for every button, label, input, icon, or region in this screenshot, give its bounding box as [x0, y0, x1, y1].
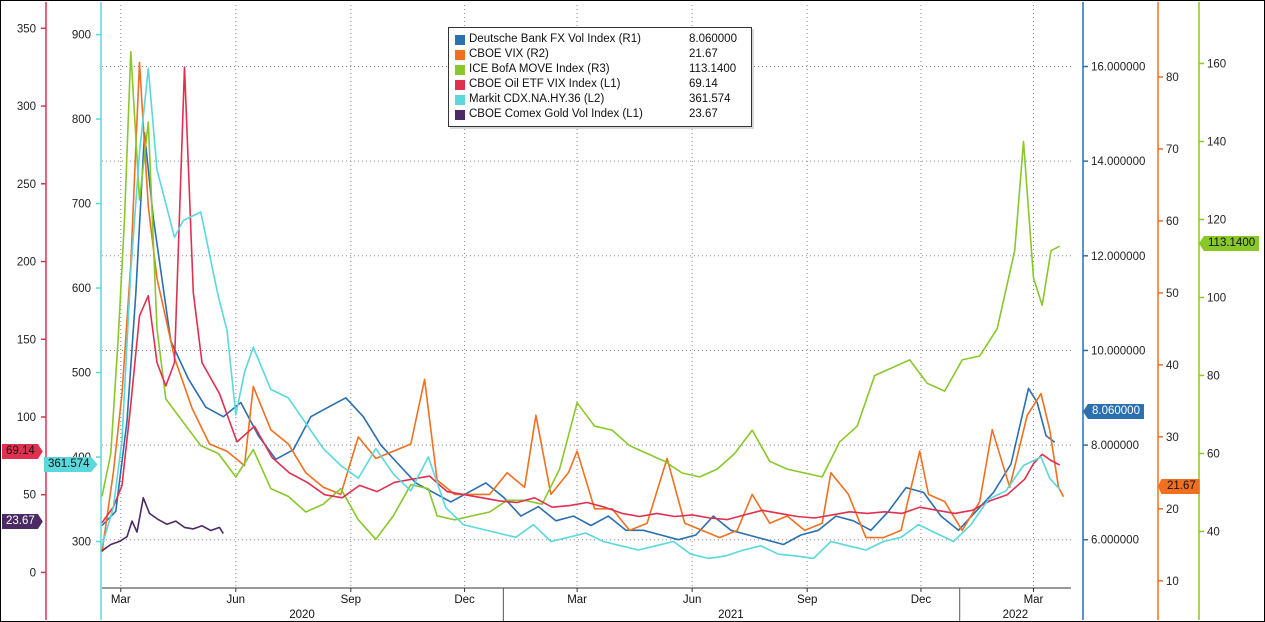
legend-series-value: 8.060000 [689, 33, 737, 45]
axes: Mar Jun Sep Dec Mar Jun Sep Dec Mar 2020 2021 2022 0… [17, 2, 1226, 621]
y-tick-label-r3: 100 [1207, 292, 1226, 304]
y-tick-label-r2: 40 [1166, 360, 1179, 372]
y-tick-label-r1: 14.000000 [1091, 156, 1145, 168]
series-line-move [101, 51, 1061, 541]
chart-legend: Deutsche Bank FX Vol Index (R1) 8.060000… [448, 27, 752, 127]
series-lines [101, 51, 1065, 560]
x-tick-label: Dec [911, 594, 932, 606]
y-tick-label-r2: 50 [1166, 288, 1179, 300]
x-tick-label: Sep [341, 594, 361, 606]
x-tick-label: Sep [797, 594, 817, 606]
legend-series-value: 23.67 [689, 108, 718, 120]
legend-series-value: 113.1400 [689, 63, 737, 75]
y-tick-label-l2: 500 [72, 368, 91, 380]
legend-swatch [455, 34, 465, 45]
x-tick-label: Mar [567, 594, 587, 606]
last-value-badge-gold-vol: 23.67 [2, 514, 43, 529]
y-tick-label-r2: 60 [1166, 216, 1179, 228]
legend-series-name: CBOE Oil ETF VIX Index (L1) [469, 78, 621, 90]
x-tick-label: Dec [454, 594, 475, 606]
y-tick-label-l2: 600 [72, 283, 91, 295]
legend-swatch [455, 109, 465, 120]
year-label: 2022 [1003, 609, 1029, 621]
y-tick-label-l1: 50 [23, 490, 36, 502]
last-value-badge-oil-vix: 69.14 [2, 444, 43, 459]
legend-entry: ICE BofA MOVE Index (R3) 113.1400 [455, 62, 745, 77]
y-tick-label-l2: 900 [72, 30, 91, 42]
y-tick-label-r1: 6.000000 [1091, 535, 1139, 547]
legend-entry: Markit CDX.NA.HY.36 (L2) 361.574 [455, 92, 745, 107]
y-tick-label-r2: 20 [1166, 504, 1179, 516]
year-label: 2020 [289, 609, 315, 621]
y-tick-label-r1: 12.000000 [1091, 251, 1145, 263]
legend-entry: CBOE Oil ETF VIX Index (L1) 69.14 [455, 77, 745, 92]
legend-entry: CBOE Comex Gold Vol Index (L1) 23.67 [455, 107, 745, 122]
x-tick-label: Jun [227, 594, 246, 606]
legend-swatch [455, 64, 465, 75]
y-tick-label-l2: 300 [72, 537, 91, 549]
y-tick-label-r3: 80 [1207, 370, 1220, 382]
y-tick-label-l2: 800 [72, 114, 91, 126]
y-tick-label-l1: 300 [17, 101, 36, 113]
legend-swatch [455, 49, 465, 60]
y-tick-label-l1: 250 [17, 179, 36, 191]
x-tick-label: Mar [1024, 594, 1044, 606]
y-tick-label-l1: 200 [17, 257, 36, 269]
y-tick-label-r2: 70 [1166, 144, 1179, 156]
last-value-badge-fx-vol: 8.060000 [1083, 404, 1144, 419]
y-tick-label-r2: 30 [1166, 432, 1179, 444]
y-tick-label-r1: 16.000000 [1091, 62, 1145, 74]
x-tick-label: Mar [111, 594, 131, 606]
series-line-gold-vol [101, 497, 224, 552]
x-tick-label: Jun [683, 594, 702, 606]
last-value-badge-cdx-hy: 361.574 [44, 457, 98, 472]
y-tick-label-l1: 150 [17, 334, 36, 346]
legend-swatch [455, 79, 465, 90]
y-tick-label-l1: 0 [30, 567, 36, 579]
y-tick-label-l1: 350 [17, 23, 36, 35]
y-tick-label-r3: 140 [1207, 136, 1226, 148]
legend-entry: CBOE VIX (R2) 21.67 [455, 47, 745, 62]
legend-series-name: ICE BofA MOVE Index (R3) [469, 63, 610, 75]
legend-entry: Deutsche Bank FX Vol Index (R1) 8.060000 [455, 32, 745, 47]
legend-swatch [455, 94, 465, 105]
y-tick-label-l1: 100 [17, 412, 36, 424]
legend-series-value: 69.14 [689, 78, 718, 90]
series-line-oil-vix [101, 66, 1061, 524]
y-tick-label-r1: 10.000000 [1091, 345, 1145, 357]
legend-series-name: CBOE Comex Gold Vol Index (L1) [469, 108, 643, 120]
y-tick-label-l2: 700 [72, 199, 91, 211]
y-tick-label-r3: 60 [1207, 448, 1220, 460]
y-tick-label-r3: 40 [1207, 526, 1220, 538]
legend-series-value: 361.574 [689, 93, 731, 105]
year-label: 2021 [718, 609, 744, 621]
y-tick-label-r2: 10 [1166, 576, 1179, 588]
legend-series-name: Deutsche Bank FX Vol Index (R1) [469, 33, 641, 45]
y-tick-label-r1: 8.000000 [1091, 440, 1139, 452]
legend-series-value: 21.67 [689, 48, 718, 60]
y-tick-label-r3: 160 [1207, 58, 1226, 70]
last-value-badge-vix: 21.67 [1158, 479, 1200, 494]
series-line-vix [101, 61, 1065, 553]
legend-series-name: CBOE VIX (R2) [469, 48, 549, 60]
series-line-cdx-hy [101, 67, 1061, 560]
last-value-badge-move: 113.1400 [1199, 236, 1260, 251]
y-tick-label-r3: 120 [1207, 214, 1226, 226]
legend-series-name: Markit CDX.NA.HY.36 (L2) [469, 93, 605, 105]
y-tick-label-r2: 80 [1166, 72, 1179, 84]
